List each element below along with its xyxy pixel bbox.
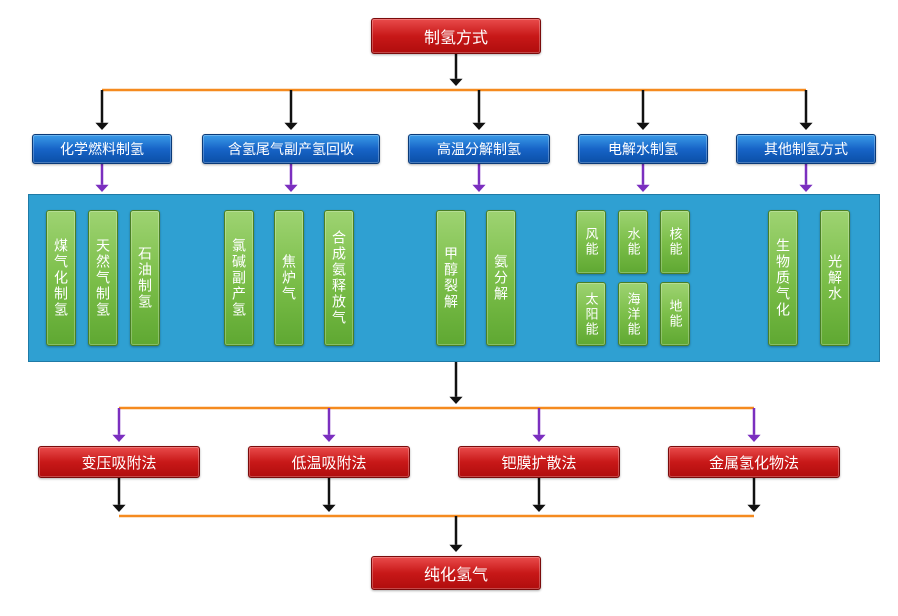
p3-label: 钯膜扩散法 [501,452,576,473]
g3b-label: 氨分解 [491,254,511,302]
node-g1a: 煤气化制氢 [46,210,76,346]
node-g3a: 甲醇裂解 [436,210,466,346]
g1c-label: 石油制氢 [135,246,155,310]
node-final: 纯化氢气 [371,556,541,590]
g5a-label: 生物质气化 [773,238,793,318]
node-g4b: 水能 [618,210,648,274]
node-g2c: 合成氨释放气 [324,210,354,346]
node-p1: 变压吸附法 [38,446,200,478]
cat3-label: 高温分解制氢 [437,139,521,159]
g4b-label: 水能 [624,227,643,257]
node-g1c: 石油制氢 [130,210,160,346]
node-g3b: 氨分解 [486,210,516,346]
node-g4e: 海洋能 [618,282,648,346]
final-label: 纯化氢气 [424,561,488,585]
g2a-label: 氯碱副产氢 [229,238,249,318]
g4c-label: 核能 [666,227,685,257]
g4e-label: 海洋能 [624,292,643,337]
title-label: 制氢方式 [424,24,488,48]
node-g4c: 核能 [660,210,690,274]
node-cat1: 化学燃料制氢 [32,134,172,164]
g2b-label: 焦炉气 [279,254,299,302]
g4d-label: 太阳能 [582,292,601,337]
node-g2b: 焦炉气 [274,210,304,346]
node-g4f: 地能 [660,282,690,346]
cat4-label: 电解水制氢 [608,139,678,159]
node-g2a: 氯碱副产氢 [224,210,254,346]
g4a-label: 风能 [582,227,601,257]
g4f-label: 地能 [666,299,685,329]
node-cat2: 含氢尾气副产氢回收 [202,134,380,164]
g5b-label: 光解水 [825,254,845,302]
cat1-label: 化学燃料制氢 [60,139,144,159]
node-g4d: 太阳能 [576,282,606,346]
node-p3: 钯膜扩散法 [458,446,620,478]
p2-label: 低温吸附法 [291,452,366,473]
node-p2: 低温吸附法 [248,446,410,478]
node-g5a: 生物质气化 [768,210,798,346]
node-g5b: 光解水 [820,210,850,346]
node-p4: 金属氢化物法 [668,446,840,478]
g1b-label: 天然气制氢 [93,238,113,318]
flowchart-canvas: 制氢方式 化学燃料制氢 含氢尾气副产氢回收 高温分解制氢 电解水制氢 其他制氢方… [0,0,898,616]
cat2-label: 含氢尾气副产氢回收 [228,139,354,159]
node-cat5: 其他制氢方式 [736,134,876,164]
cat5-label: 其他制氢方式 [764,139,848,159]
g3a-label: 甲醇裂解 [441,246,461,310]
node-cat4: 电解水制氢 [578,134,708,164]
node-title: 制氢方式 [371,18,541,54]
g2c-label: 合成氨释放气 [329,230,349,326]
p4-label: 金属氢化物法 [709,452,799,473]
node-g1b: 天然气制氢 [88,210,118,346]
node-g4a: 风能 [576,210,606,274]
p1-label: 变压吸附法 [81,452,156,473]
g1a-label: 煤气化制氢 [51,238,71,318]
node-cat3: 高温分解制氢 [408,134,550,164]
